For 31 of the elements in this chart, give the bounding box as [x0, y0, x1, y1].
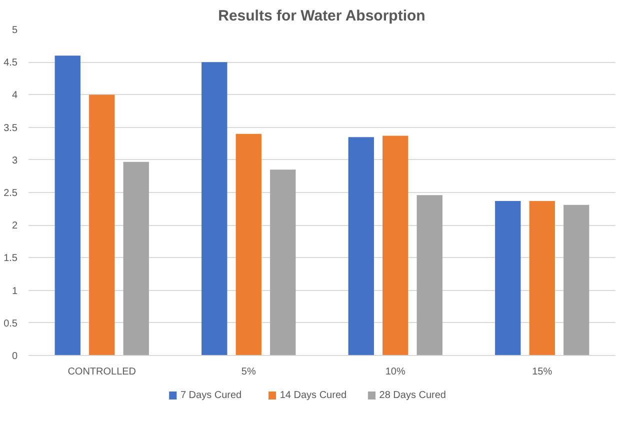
bar	[564, 204, 590, 356]
y-tick-label: 4.5	[4, 58, 18, 69]
legend-label: 7 Days Cured	[180, 390, 242, 401]
y-tick-label: 3.5	[4, 122, 18, 134]
bar	[348, 137, 374, 356]
bar	[270, 170, 296, 356]
bar	[416, 195, 442, 356]
bar	[89, 94, 115, 356]
y-tick-label: 4	[12, 90, 18, 102]
x-tick-label: 5%	[241, 366, 256, 378]
x-tick-label: 15%	[532, 366, 552, 378]
legend-label: 14 Days Cured	[280, 390, 347, 401]
bar	[123, 162, 149, 356]
chart-title: Results for Water Absorption	[218, 8, 426, 24]
bar	[236, 134, 262, 356]
bar	[382, 136, 408, 356]
legend-label: 28 Days Cured	[379, 390, 446, 401]
bar	[202, 62, 228, 356]
y-tick-label: 5	[12, 25, 18, 36]
y-tick-label: 2	[12, 220, 18, 232]
bar	[495, 200, 521, 356]
y-tick-label: 0	[12, 351, 18, 362]
y-tick-label: 1	[12, 286, 18, 297]
bar	[54, 56, 80, 356]
x-tick-label: CONTROLLED	[68, 366, 136, 378]
x-tick-label: 10%	[385, 366, 406, 378]
y-tick-label: 2.5	[4, 188, 18, 199]
y-tick-label: 3	[12, 155, 18, 166]
y-tick-label: 0.5	[4, 318, 18, 330]
bar	[529, 200, 555, 356]
y-tick-label: 1.5	[4, 253, 18, 264]
